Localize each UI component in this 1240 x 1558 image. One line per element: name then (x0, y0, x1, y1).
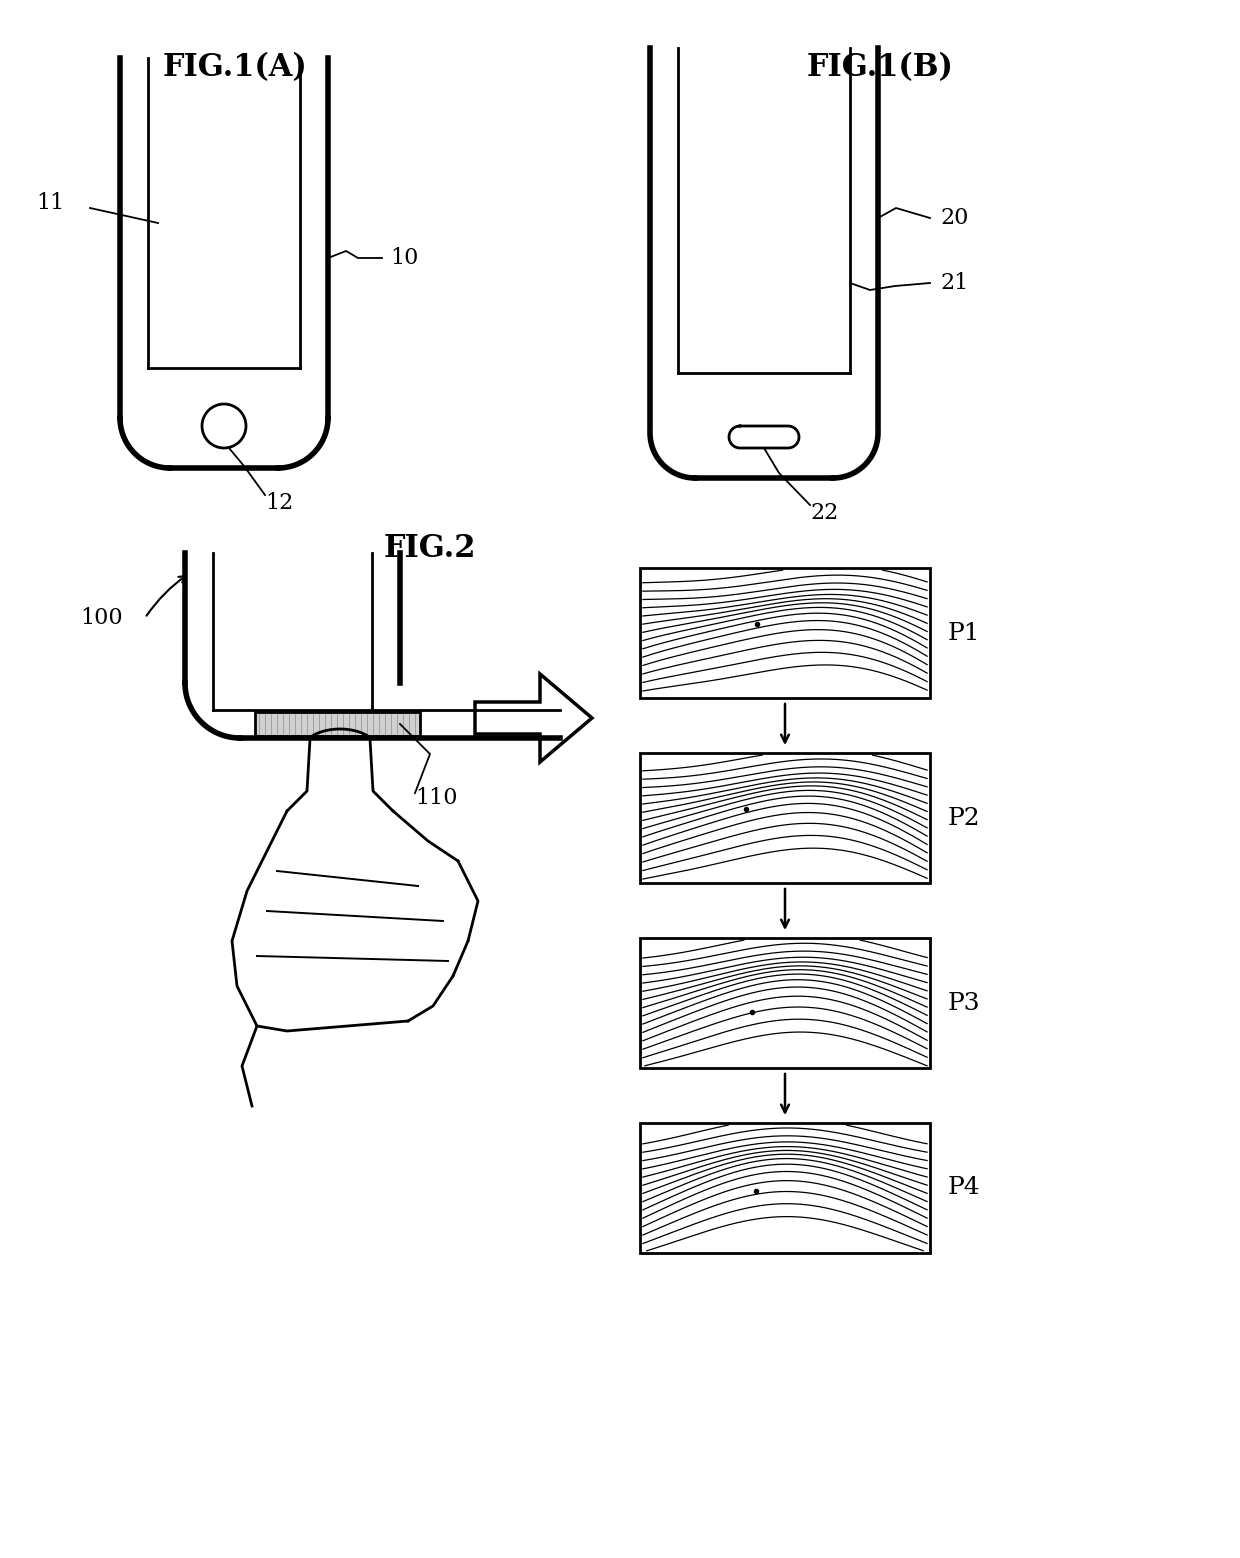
Polygon shape (640, 753, 930, 883)
Text: FIG.1(B): FIG.1(B) (806, 53, 954, 84)
Text: 100: 100 (81, 608, 123, 629)
Text: P3: P3 (949, 991, 981, 1014)
Text: 20: 20 (940, 207, 968, 229)
Text: FIG.1(A): FIG.1(A) (162, 53, 308, 84)
Text: 21: 21 (940, 273, 968, 294)
Text: 10: 10 (391, 248, 418, 270)
Polygon shape (640, 1123, 930, 1253)
Text: 11: 11 (37, 192, 64, 213)
Text: P1: P1 (949, 622, 981, 645)
Polygon shape (255, 712, 420, 735)
Text: P2: P2 (949, 807, 981, 829)
Polygon shape (640, 938, 930, 1067)
Text: P4: P4 (949, 1176, 981, 1200)
Text: FIG.2: FIG.2 (383, 533, 476, 564)
Text: 12: 12 (265, 492, 293, 514)
Polygon shape (640, 569, 930, 698)
Text: 110: 110 (415, 787, 458, 809)
Text: 22: 22 (810, 502, 838, 523)
